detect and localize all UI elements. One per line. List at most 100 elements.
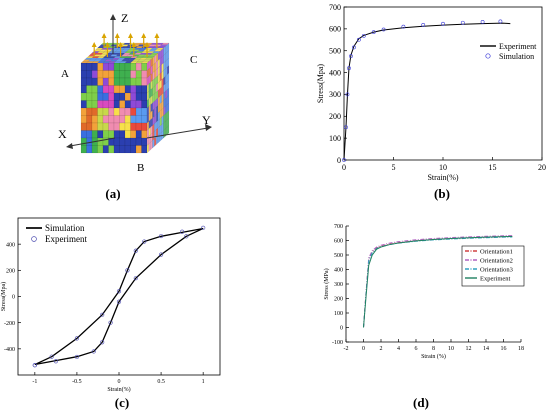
x-tick-label: 5 — [392, 163, 396, 172]
grain-cell — [152, 138, 155, 149]
axis-y-label: Y — [202, 113, 211, 127]
data-point — [142, 239, 147, 244]
grain-cell — [86, 70, 93, 79]
data-point — [342, 158, 346, 162]
grain-cell — [108, 62, 115, 71]
grain-cell — [91, 70, 98, 79]
caption-d: (d) — [413, 395, 429, 410]
grain-cell — [86, 122, 93, 131]
x-tick-label: 14 — [483, 346, 489, 352]
grain-cell — [113, 122, 120, 131]
x-tick-label: 12 — [466, 346, 472, 352]
x-tick-label: 4 — [397, 346, 400, 352]
grain-cell — [91, 92, 98, 101]
grain-cell — [113, 62, 120, 71]
legend-label: Orientation2 — [480, 257, 513, 264]
series-line — [363, 235, 513, 328]
grain-cell — [97, 85, 104, 94]
y-tick-label: 700 — [334, 224, 343, 230]
grain-cell — [97, 145, 104, 154]
grain-cell — [119, 70, 126, 79]
grain-cell — [91, 62, 98, 71]
grain-cell — [130, 137, 137, 146]
grain-cell — [91, 130, 98, 139]
y-tick-label: 500 — [334, 253, 343, 259]
x-tick-label: 0 — [362, 346, 365, 352]
grain-cell — [135, 85, 142, 94]
grain-cell — [130, 122, 137, 131]
y-tick-label: 600 — [334, 239, 343, 245]
data-point — [32, 363, 37, 368]
y-tick-label: 100 — [329, 134, 341, 143]
plot-frame — [343, 6, 543, 161]
y-axis-title: Stress(Mpa) — [316, 64, 325, 103]
grain-cell — [86, 145, 93, 154]
legend-label: Orientation1 — [480, 248, 513, 255]
data-point — [184, 234, 189, 239]
data-point — [91, 349, 96, 354]
grain-cell — [80, 100, 87, 109]
y-tick-label: 200 — [6, 268, 15, 274]
grain-cell — [113, 130, 120, 139]
grain-cell — [141, 62, 148, 71]
grain-cell — [130, 115, 137, 124]
y-tick-label: 500 — [329, 47, 341, 56]
data-point — [125, 268, 130, 273]
grain-cell — [97, 100, 104, 109]
caption-b: (b) — [434, 186, 450, 201]
grain-cell — [135, 62, 142, 71]
caption-c: (c) — [115, 395, 129, 410]
grain-cell — [108, 122, 115, 131]
data-point — [480, 19, 485, 24]
panel-b: 0 5 10 15 200100200300400500600700Strain(%)S… — [316, 3, 546, 201]
y-axis-title: Stress (MPa) — [323, 268, 330, 299]
axis-x — [66, 137, 116, 149]
grain-cell — [124, 115, 131, 124]
grain-cell — [130, 107, 137, 116]
grain-cell — [80, 115, 87, 124]
grain-cell — [119, 130, 126, 139]
load-arrowhead — [114, 33, 120, 38]
x-tick-label: -0.5 — [72, 379, 82, 385]
grain-cell — [97, 92, 104, 101]
data-point — [53, 359, 58, 364]
data-point — [361, 33, 366, 38]
grain-cell — [124, 62, 131, 71]
y-tick-label: 300 — [329, 90, 341, 99]
grain-cell — [91, 145, 98, 154]
grain-cell — [124, 77, 131, 86]
grain-cell — [135, 92, 142, 101]
series-line — [363, 235, 513, 328]
y-tick-label: -100 — [332, 340, 343, 346]
grain-cell — [119, 62, 126, 71]
grain-cell — [102, 100, 109, 109]
grain-cell — [154, 136, 157, 147]
load-arrowhead — [154, 33, 160, 38]
grain-cell — [141, 100, 148, 109]
grain-cell — [135, 137, 142, 146]
grain-cell — [102, 92, 109, 101]
grain-cell — [91, 77, 98, 86]
grain-cell — [135, 130, 142, 139]
grain-cell — [102, 130, 109, 139]
load-arrowhead — [131, 42, 137, 47]
grain-cell — [119, 107, 126, 116]
grain-cell — [130, 145, 137, 154]
data-point — [381, 27, 386, 32]
caption-a: (a) — [105, 186, 120, 201]
grain-cell — [80, 70, 87, 79]
grain-cell — [130, 77, 137, 86]
grain-cell — [113, 107, 120, 116]
data-point — [460, 20, 465, 25]
data-point — [421, 23, 426, 27]
corner-label-c: C — [190, 54, 197, 66]
grain-cell — [80, 122, 87, 131]
grain-cell — [97, 137, 104, 146]
grain-cell — [141, 115, 148, 124]
grain-cell — [119, 145, 126, 154]
x-tick-label: -2 — [344, 346, 349, 352]
x-tick-label: 15 — [489, 163, 497, 172]
data-point — [116, 289, 122, 294]
data-point — [116, 299, 122, 304]
x-tick-label: 16 — [501, 346, 507, 352]
